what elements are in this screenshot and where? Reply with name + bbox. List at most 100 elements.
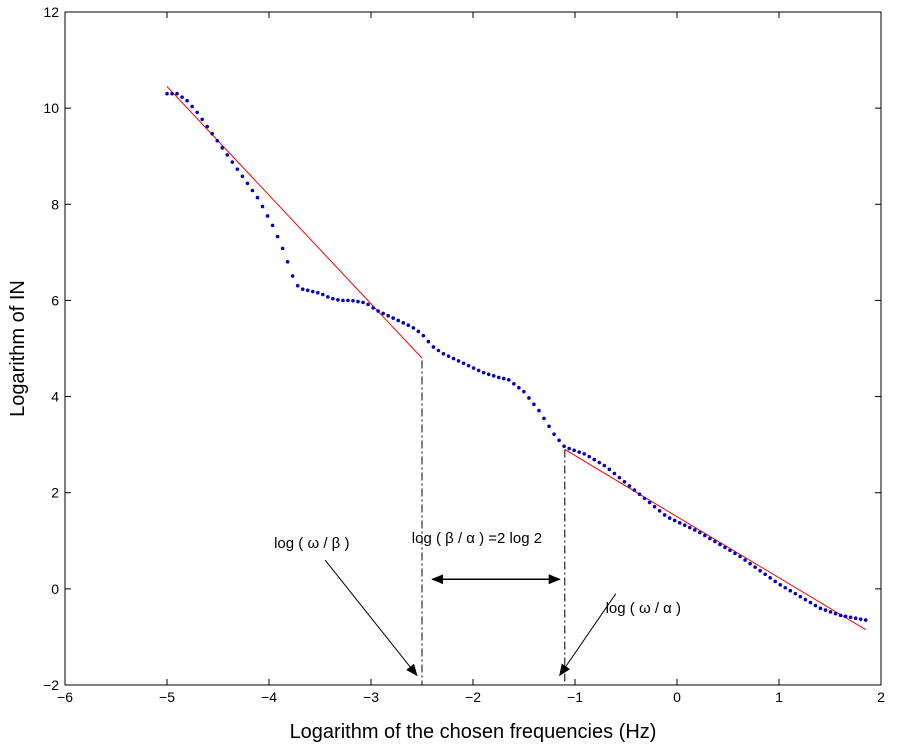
data-point — [748, 561, 752, 566]
data-point — [718, 542, 722, 547]
data-point — [602, 463, 607, 468]
data-point — [175, 91, 179, 96]
data-point — [230, 160, 235, 164]
data-point — [321, 292, 325, 297]
data-point — [808, 600, 813, 605]
data-point — [300, 287, 305, 291]
data-point — [547, 424, 551, 429]
x-tick-label: 0 — [673, 689, 681, 705]
x-tick-label: −1 — [567, 689, 583, 705]
x-axis-label: Logarithm of the chosen frequencies (Hz) — [290, 721, 657, 743]
data-point — [657, 509, 662, 513]
data-point — [290, 274, 295, 278]
data-point — [522, 389, 526, 394]
y-tick-label: −2 — [43, 677, 59, 693]
data-point — [632, 488, 637, 492]
data-point — [783, 585, 788, 590]
data-point — [250, 188, 255, 193]
data-point — [627, 484, 632, 488]
data-point — [738, 554, 742, 559]
data-point — [451, 356, 456, 361]
data-point — [768, 576, 772, 580]
data-point — [255, 195, 260, 200]
data-point — [698, 530, 702, 535]
data-point — [838, 613, 843, 618]
data-point — [672, 518, 677, 523]
data-point — [793, 591, 798, 596]
data-point — [542, 416, 546, 421]
plot-frame — [64, 11, 882, 686]
data-point — [501, 376, 506, 381]
data-point — [788, 588, 793, 593]
data-point — [733, 551, 737, 556]
data-point — [833, 611, 838, 616]
data-point — [537, 408, 541, 413]
data-point — [667, 516, 672, 520]
data-point — [376, 309, 380, 313]
data-point — [592, 457, 597, 462]
data-point — [431, 345, 436, 349]
y-tick-label: 2 — [51, 485, 59, 501]
data-point — [170, 91, 174, 96]
data-point — [572, 448, 576, 453]
data-point — [687, 525, 692, 530]
data-point — [662, 513, 667, 517]
x-tick-label: 2 — [877, 689, 885, 705]
data-point — [331, 296, 335, 301]
data-point — [396, 318, 401, 323]
data-point — [853, 616, 858, 621]
data-point — [356, 299, 360, 304]
data-point — [823, 608, 828, 612]
data-point — [391, 316, 395, 320]
data-point — [582, 452, 587, 456]
data-point — [496, 375, 501, 380]
data-point — [406, 323, 411, 328]
annotation-arrows — [324, 559, 617, 677]
data-point — [562, 444, 566, 449]
data-point — [743, 558, 747, 562]
x-tick-label: −6 — [57, 689, 73, 705]
data-point — [843, 614, 848, 619]
data-point — [361, 300, 365, 305]
y-tick-label: 12 — [43, 4, 59, 20]
y-tick-label: 0 — [51, 581, 59, 597]
axis-ticks — [64, 11, 882, 686]
data-point — [185, 98, 189, 103]
data-point — [507, 378, 511, 382]
data-point — [491, 374, 496, 378]
data-point — [411, 326, 416, 330]
data-point — [552, 432, 556, 436]
data-point — [381, 311, 385, 316]
y-tick-label: 8 — [51, 196, 59, 212]
data-point — [863, 618, 868, 622]
data-point — [587, 454, 592, 459]
data-point — [486, 372, 491, 377]
data-point — [426, 339, 431, 344]
data-point — [165, 91, 169, 96]
data-point — [466, 363, 471, 368]
data-point — [461, 361, 466, 366]
data-point — [195, 110, 199, 115]
data-point — [798, 594, 803, 599]
data-point — [728, 548, 732, 553]
data-point — [532, 402, 536, 407]
data-point — [190, 104, 194, 109]
vertical-guide-lines — [421, 360, 566, 685]
data-point — [708, 536, 712, 541]
data-point — [351, 299, 355, 303]
data-point — [476, 368, 481, 373]
data-point — [481, 370, 486, 375]
annotation-arrow — [559, 593, 617, 677]
data-point — [310, 289, 315, 294]
data-point — [270, 223, 275, 228]
data-point — [858, 617, 863, 621]
data-point — [622, 479, 627, 484]
data-point — [517, 385, 521, 390]
data-point — [512, 381, 516, 386]
data-point — [305, 288, 310, 293]
data-point — [803, 597, 808, 602]
y-tick-label: 4 — [51, 389, 59, 405]
data-point — [753, 565, 757, 569]
data-point — [607, 467, 612, 472]
